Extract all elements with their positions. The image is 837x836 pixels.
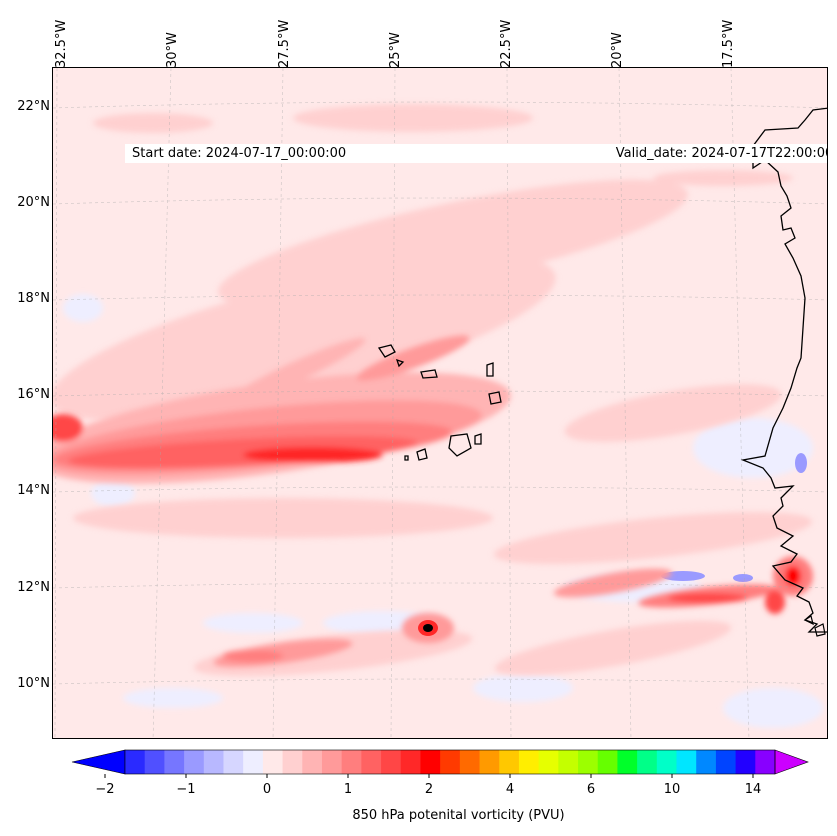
colorbar-segment [341, 750, 362, 774]
colorbar-tick-1: 1 [343, 782, 353, 797]
colorbar-extend-high [774, 749, 809, 775]
colorbar-segment [400, 750, 421, 774]
cape-verde-islands [377, 344, 502, 461]
lon-label-22-5w: 22.5°W [499, 19, 514, 68]
colorbar-tick-14: 14 [744, 782, 762, 797]
colorbar-segment [558, 750, 579, 774]
colorbar-segment [656, 750, 677, 774]
lat-label-20n: 20°N [17, 195, 50, 210]
lon-label-20w: 20°W [610, 32, 625, 68]
colorbar-segment [755, 750, 776, 774]
lon-label-30w: 30°W [165, 32, 180, 68]
colorbar-segment [696, 750, 717, 774]
coast-islands [803, 615, 826, 637]
valid-date-label: Valid_date: 2024-07-17T22:00:00.00 [615, 146, 827, 161]
colorbar-segment [321, 750, 343, 774]
colorbar-segment [361, 750, 382, 774]
colorbar-segment [302, 750, 323, 774]
colorbar-segment [223, 750, 244, 774]
colorbar-segment [203, 750, 224, 774]
colorbar-tick-2: 2 [424, 782, 434, 797]
colorbar-outline [124, 749, 776, 775]
colorbar-segment [282, 750, 303, 774]
colorbar-segment [518, 750, 540, 774]
lat-label-16n: 16°N [17, 387, 50, 402]
colorbar-tick-4: 4 [505, 782, 515, 797]
colorbar-segment [381, 750, 402, 774]
colorbar-tick-minus1: −1 [176, 782, 196, 797]
lon-label-25w: 25°W [388, 32, 403, 68]
lat-label-10n: 10°N [17, 676, 50, 691]
lat-label-22n: 22°N [17, 99, 50, 114]
colorbar-segment [125, 750, 146, 774]
colorbar [71, 749, 809, 778]
lat-label-18n: 18°N [17, 291, 50, 306]
colorbar-segment [440, 750, 461, 774]
date-info-bar: Start date: 2024-07-17_00:00:00 Valid_da… [125, 144, 827, 163]
colorbar-segment [144, 750, 165, 774]
colorbar-segment [499, 750, 520, 774]
lon-label-27-5w: 27.5°W [277, 19, 292, 68]
colorbar-ticks [104, 774, 754, 778]
colorbar-segment [262, 750, 283, 774]
colorbar-segment [578, 750, 599, 774]
colorbar-segment [637, 750, 658, 774]
colorbar-segment [164, 750, 185, 774]
colorbar-segment [420, 750, 441, 774]
pv-secondary-band [213, 556, 813, 667]
map-panel[interactable]: Start date: 2024-07-17_00:00:00 Valid_da… [52, 67, 828, 739]
colorbar-segment [479, 750, 500, 774]
colorbar-tick-10: 10 [663, 782, 681, 797]
colorbar-extend-low [71, 749, 126, 775]
colorbar-segment [184, 750, 205, 774]
colorbar-segment [243, 750, 264, 774]
colorbar-segment [538, 750, 559, 774]
colorbar-segment [597, 750, 618, 774]
lon-label-17-5w: 17.5°W [721, 19, 736, 68]
colorbar-segment [459, 750, 480, 774]
colorbar-tick-6: 6 [586, 782, 596, 797]
lat-label-14n: 14°N [17, 483, 50, 498]
west-africa-coastline [740, 107, 827, 633]
colorbar-segments [71, 749, 809, 775]
colorbar-tick-0: 0 [262, 782, 272, 797]
colorbar-tick-minus2: −2 [95, 782, 115, 797]
colorbar-segment [676, 750, 697, 774]
colorbar-segment [715, 750, 737, 774]
pv-negative-core [661, 453, 807, 582]
lat-label-12n: 12°N [17, 580, 50, 595]
lon-label-32-5w: 32.5°W [54, 19, 69, 68]
pv-field-map [53, 68, 827, 738]
colorbar-segment [617, 750, 638, 774]
start-date-label: Start date: 2024-07-17_00:00:00 [132, 146, 347, 161]
graticule [53, 68, 827, 738]
pv-main-band [53, 335, 511, 484]
pv-maximum [402, 613, 454, 643]
colorbar-label: 850 hPa potenital vorticity (PVU) [352, 808, 565, 823]
colorbar-segment [735, 750, 756, 774]
